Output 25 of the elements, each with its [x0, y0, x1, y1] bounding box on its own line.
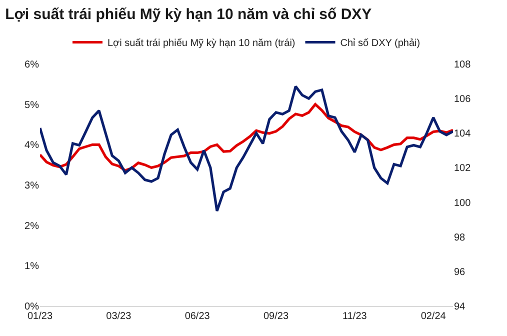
y2-tick-label: 100: [454, 198, 472, 209]
y-tick-label: 2%: [24, 220, 40, 232]
y2-tick-label: 96: [454, 266, 466, 278]
legend-label: Chỉ số DXY (phải): [340, 38, 420, 50]
x-tick-label: 11/23: [342, 311, 368, 322]
chart-title: Lợi suất trái phiếu Mỹ kỳ hạn 10 năm và chỉ số DXY: [5, 6, 372, 23]
x-tick-label: 03/23: [106, 311, 132, 322]
y-tick-label: 1%: [24, 261, 40, 272]
y-tick-label: 4%: [24, 140, 40, 152]
y2-tick-label: 106: [454, 94, 472, 106]
y2-tick-label: 104: [454, 128, 472, 140]
y-tick-label: 0%: [24, 302, 40, 312]
x-tick-label: 09/23: [263, 311, 289, 322]
y-tick-label: 3%: [24, 180, 40, 192]
x-tick-label: 01/23: [27, 311, 53, 322]
line-series: [40, 85, 453, 212]
y2-tick-label: 94: [454, 302, 466, 312]
y2-tick-label: 102: [454, 163, 472, 174]
y2-tick-label: 98: [454, 232, 466, 244]
x-tick-label: 06/23: [184, 311, 210, 322]
x-tick-label: 02/24: [420, 311, 446, 322]
y2-tick-label: 108: [454, 60, 472, 70]
y-tick-label: 5%: [24, 100, 40, 111]
legend-label: Lợi suất trái phiếu Mỹ kỳ hạn 10 năm (trái): [108, 38, 296, 50]
y-tick-label: 6%: [24, 60, 40, 70]
